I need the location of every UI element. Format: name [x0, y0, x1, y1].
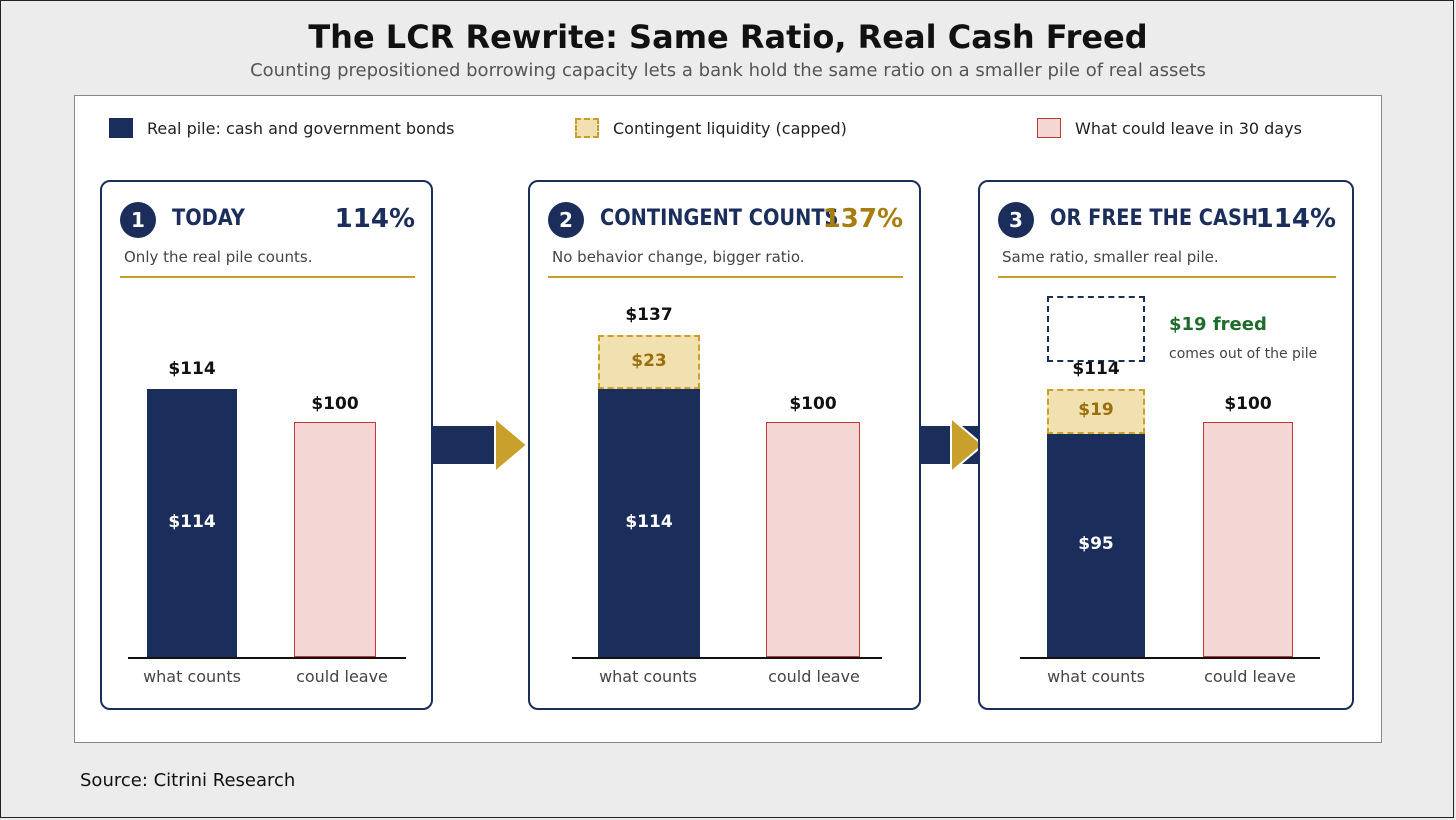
bar-value-label: $114 [625, 512, 673, 533]
legend-label-real: Real pile: cash and government bonds [147, 118, 455, 138]
freed-cash-box [1047, 296, 1145, 362]
x-tick-label: what counts [1047, 667, 1145, 686]
panel-title: OR FREE THE CASH [1050, 206, 1259, 231]
x-axis-baseline [1020, 657, 1320, 659]
bar-contingent [598, 335, 700, 390]
x-tick-label: could leave [296, 667, 388, 686]
bar-real-pile [598, 389, 700, 657]
bar-value-label: $95 [1078, 534, 1114, 555]
chart-subtitle: Counting prepositioned borrowing capacit… [250, 60, 1206, 81]
legend-swatch-real [109, 118, 133, 138]
bar-contingent [1047, 389, 1145, 434]
chart-title: The LCR Rewrite: Same Ratio, Real Cash F… [308, 18, 1148, 56]
panel-description: Same ratio, smaller real pile. [1002, 248, 1219, 266]
bar-real-pile [1047, 433, 1145, 657]
bar-could-leave [294, 422, 376, 657]
bar-value-label: $19 [1078, 400, 1114, 421]
bar-total-label: $137 [625, 305, 673, 326]
bar-value-label: $114 [168, 512, 216, 533]
x-tick-label: what counts [143, 667, 241, 686]
bar-value-label: $100 [311, 394, 359, 414]
step-badge: 3 [998, 202, 1034, 238]
legend-swatch-contingent [575, 118, 599, 138]
panel-contingent-counts: 2 CONTINGENT COUNTS 137% No behavior cha… [528, 180, 921, 710]
arrow-right-icon [950, 416, 985, 474]
legend-item-real: Real pile: cash and government bonds [109, 118, 455, 138]
legend-item-contingent: Contingent liquidity (capped) [575, 118, 847, 138]
panel-ratio: 114% [334, 204, 415, 234]
legend-swatch-leave [1037, 118, 1061, 138]
panel-free-the-cash: 3 OR FREE THE CASH 114% Same ratio, smal… [978, 180, 1354, 710]
bar-could-leave [766, 422, 860, 657]
x-tick-label: what counts [599, 667, 697, 686]
chart-area: Real pile: cash and government bonds Con… [74, 95, 1382, 743]
step-badge: 1 [120, 202, 156, 238]
freed-subtitle: comes out of the pile [1169, 346, 1318, 362]
bar-total-label: $114 [1072, 359, 1120, 380]
bar-value-label: $23 [631, 351, 667, 372]
panel-description: No behavior change, bigger ratio. [552, 248, 805, 266]
x-tick-label: could leave [1204, 667, 1296, 686]
x-tick-label: could leave [768, 667, 860, 686]
x-axis-baseline [572, 657, 882, 659]
step-badge: 2 [548, 202, 584, 238]
legend-item-leave: What could leave in 30 days [1037, 118, 1302, 138]
divider [998, 276, 1336, 278]
arrow-right-icon [494, 416, 529, 474]
bar-total-label: $114 [168, 359, 216, 380]
bar-value-label: $100 [1224, 394, 1272, 414]
bar-value-label: $100 [789, 394, 837, 414]
source-note: Source: Citrini Research [80, 770, 296, 791]
panel-ratio: 114% [1255, 204, 1336, 234]
divider [548, 276, 903, 278]
panel-today: 1 TODAY 114% Only the real pile counts. … [100, 180, 433, 710]
panel-ratio: 137% [822, 204, 903, 234]
x-axis-baseline [128, 657, 406, 659]
freed-title: $19 freed [1169, 314, 1267, 335]
panel-title: TODAY [172, 206, 245, 231]
connector-bar-1 [433, 426, 503, 464]
divider [120, 276, 415, 278]
legend-label-leave: What could leave in 30 days [1075, 118, 1302, 138]
bar-real-pile [147, 389, 237, 657]
panel-title: CONTINGENT COUNTS [600, 206, 839, 231]
legend-label-contingent: Contingent liquidity (capped) [613, 118, 847, 138]
bar-could-leave [1203, 422, 1293, 657]
panel-description: Only the real pile counts. [124, 248, 313, 266]
